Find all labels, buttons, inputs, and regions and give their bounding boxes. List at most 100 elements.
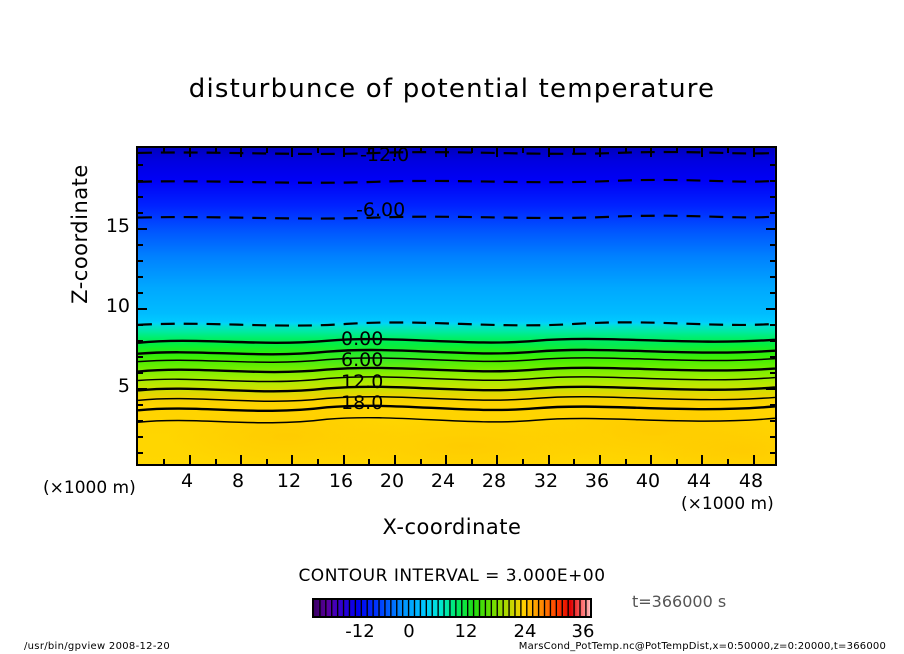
x-unit-label-left: (×1000 m) xyxy=(43,478,136,498)
y-tick-right-minor xyxy=(770,452,775,454)
y-tick-right-minor xyxy=(770,372,775,374)
y-tick-right-major xyxy=(766,308,775,310)
x-tick-label: 48 xyxy=(738,470,764,492)
x-tick-top-major xyxy=(291,148,293,157)
x-tick-top-major xyxy=(189,148,191,157)
y-tick-minor xyxy=(138,372,143,374)
x-tick-major xyxy=(291,455,293,464)
contour-label-18: 18.0 xyxy=(341,392,384,414)
y-tick-right-minor xyxy=(770,276,775,278)
y-axis-title: Z-coordinate xyxy=(68,164,92,304)
colorbar-tick-label: 0 xyxy=(403,621,415,642)
x-tick-major xyxy=(753,455,755,464)
x-tick-label: 36 xyxy=(584,470,610,492)
y-tick-right-minor xyxy=(770,404,775,406)
colorbar-gradient xyxy=(314,600,590,616)
y-tick-right-minor xyxy=(770,324,775,326)
y-tick-minor xyxy=(138,340,143,342)
x-tick-label: 12 xyxy=(276,470,302,492)
x-tick-minor xyxy=(676,459,678,464)
x-tick-minor xyxy=(163,459,165,464)
y-tick-right-minor xyxy=(770,260,775,262)
x-tick-minor xyxy=(522,459,524,464)
x-axis-title: X-coordinate xyxy=(382,515,522,539)
footer-command-info: /usr/bin/gpview 2008-12-20 xyxy=(24,641,171,652)
time-annotation: t=366000 s xyxy=(632,592,727,611)
y-tick-minor xyxy=(138,244,143,246)
x-tick-top-minor xyxy=(676,148,678,153)
page-title: disturbunce of potential temperature xyxy=(188,74,716,104)
y-tick-minor xyxy=(138,356,143,358)
y-tick-minor xyxy=(138,404,143,406)
y-tick-right-minor xyxy=(770,356,775,358)
y-tick-minor xyxy=(138,180,143,182)
x-tick-top-minor xyxy=(522,148,524,153)
x-tick-label: 16 xyxy=(328,470,354,492)
contour-label-0: 0.00 xyxy=(341,328,384,350)
x-tick-label: 20 xyxy=(379,470,405,492)
x-tick-minor xyxy=(471,459,473,464)
y-tick-minor xyxy=(138,436,143,438)
x-tick-top-minor xyxy=(215,148,217,153)
x-tick-label: 8 xyxy=(231,470,245,492)
x-tick-major xyxy=(240,455,242,464)
x-tick-label: 28 xyxy=(481,470,507,492)
x-tick-top-minor xyxy=(573,148,575,153)
x-unit-label-right: (×1000 m) xyxy=(681,494,774,514)
y-tick-minor xyxy=(138,292,143,294)
x-tick-top-major xyxy=(753,148,755,157)
x-tick-major xyxy=(343,455,345,464)
x-tick-label: 44 xyxy=(686,470,712,492)
x-tick-major xyxy=(445,455,447,464)
x-tick-minor xyxy=(266,459,268,464)
x-tick-label: 4 xyxy=(180,470,194,492)
y-tick-right-major xyxy=(766,228,775,230)
x-tick-top-major xyxy=(343,148,345,157)
colorbar-tick-label: -12 xyxy=(345,621,375,642)
y-tick-minor xyxy=(138,164,143,166)
x-tick-top-major xyxy=(548,148,550,157)
contour-interval-caption: CONTOUR INTERVAL = 3.000E+00 xyxy=(298,566,606,586)
x-tick-top-minor xyxy=(471,148,473,153)
contour-label-neg12: -12.0 xyxy=(360,146,410,166)
y-tick-minor xyxy=(138,420,143,422)
y-tick-right-minor xyxy=(770,164,775,166)
x-tick-label: 40 xyxy=(635,470,661,492)
y-tick-minor xyxy=(138,196,143,198)
colorbar[interactable] xyxy=(312,598,592,618)
y-tick-major xyxy=(138,308,147,310)
x-tick-top-minor xyxy=(727,148,729,153)
x-tick-top-major xyxy=(394,148,396,157)
x-tick-major xyxy=(701,455,703,464)
y-tick-right-minor xyxy=(770,340,775,342)
x-tick-minor xyxy=(215,459,217,464)
y-tick-major xyxy=(138,228,147,230)
x-tick-top-major xyxy=(599,148,601,157)
x-tick-top-minor xyxy=(266,148,268,153)
y-tick-right-minor xyxy=(770,420,775,422)
x-tick-top-minor xyxy=(625,148,627,153)
y-tick-minor xyxy=(138,324,143,326)
y-tick-label: 5 xyxy=(117,375,130,397)
x-tick-minor xyxy=(420,459,422,464)
x-tick-major xyxy=(189,455,191,464)
y-tick-minor xyxy=(138,212,143,214)
y-tick-minor xyxy=(138,276,143,278)
y-tick-right-minor xyxy=(770,212,775,214)
x-tick-top-minor xyxy=(420,148,422,153)
colorbar-tick-label: 24 xyxy=(513,621,537,642)
y-tick-right-minor xyxy=(770,196,775,198)
y-tick-right-minor xyxy=(770,244,775,246)
footer-dataset-info: MarsCond_PotTemp.nc@PotTempDist,x=0:5000… xyxy=(518,641,886,652)
x-tick-top-major xyxy=(650,148,652,157)
contour-label-12: 12.0 xyxy=(341,371,384,393)
x-tick-label: 24 xyxy=(430,470,456,492)
x-tick-top-major xyxy=(701,148,703,157)
x-tick-minor xyxy=(573,459,575,464)
x-tick-top-minor xyxy=(368,148,370,153)
x-tick-major xyxy=(650,455,652,464)
x-tick-top-minor xyxy=(163,148,165,153)
x-tick-top-major xyxy=(240,148,242,157)
y-tick-label: 10 xyxy=(105,295,130,317)
x-tick-major xyxy=(548,455,550,464)
